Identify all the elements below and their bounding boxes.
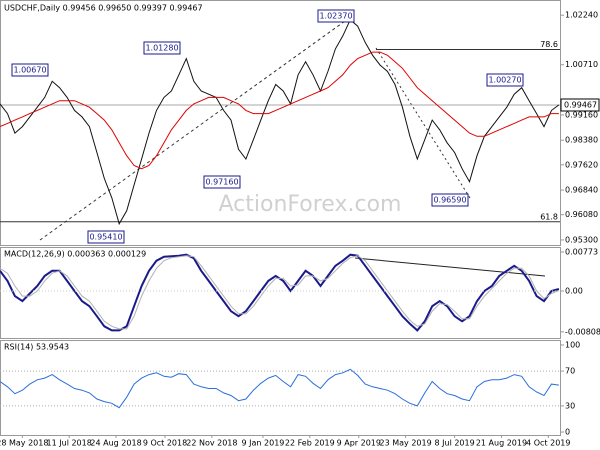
fib-level-label: 61.8 (540, 212, 558, 221)
series-line (0, 368, 559, 409)
macd-title: MACD(12,26,9) 0.000363 0.000129 (4, 250, 146, 259)
annotation-box (87, 230, 125, 244)
x-tick-label: 23 May 2019 (380, 439, 432, 448)
y-tick-label: 0.95300 (565, 235, 598, 244)
x-tick-label: 9 Oct 2018 (143, 439, 187, 448)
series-line (0, 18, 560, 226)
price-panel (0, 0, 561, 246)
chart-title: USDCHF,Daily 0.99456 0.99650 0.99397 0.9… (4, 4, 203, 13)
y-tick-label: 0.96840 (565, 186, 598, 195)
macd-trend-line (354, 257, 546, 277)
annotation-box (143, 41, 181, 55)
current-price-box (560, 98, 600, 112)
y-tick-label: 1.02240 (565, 11, 598, 20)
annotation: 0.97160 (205, 178, 238, 187)
y-tick-label: 0.98380 (565, 136, 598, 145)
series-line (0, 51, 559, 170)
fib-level-label: 78.6 (540, 40, 558, 49)
y-tick-label: 100 (565, 340, 580, 349)
x-tick-label: 21 Aug 2019 (476, 439, 527, 448)
x-tick-label: 22 Feb 2019 (285, 439, 335, 448)
macd-panel (0, 247, 561, 339)
y-tick-label: -0.008087 (565, 327, 600, 336)
y-tick-label: 0.00 (565, 287, 583, 296)
trend-line (39, 15, 353, 241)
rsi-title: RSI(14) 53.9543 (4, 343, 69, 352)
x-tick-label: 4 Oct 2019 (526, 439, 570, 448)
y-tick-label: 0.99160 (565, 110, 598, 119)
annotation: 1.02370 (319, 12, 352, 21)
rsi-panel (0, 340, 561, 436)
y-tick-label: 0 (565, 428, 570, 437)
y-tick-label: 30 (565, 401, 575, 410)
annotation-box (317, 9, 355, 23)
x-tick-label: 8 Jul 2019 (435, 439, 475, 448)
x-tick-label: 9 Jan 2019 (242, 439, 285, 448)
current-price-label: 0.99467 (564, 100, 597, 109)
x-tick-label: 9 Apr 2019 (337, 439, 381, 448)
y-tick-label: 0.97620 (565, 160, 598, 169)
annotation: 0.95410 (89, 233, 122, 242)
annotation-box (486, 73, 524, 87)
y-tick-label: 1.00710 (565, 60, 598, 69)
x-tick-label: 28 May 2018 (0, 439, 48, 448)
annotation: 1.00670 (13, 66, 46, 75)
y-tick-label: 0.96080 (565, 210, 598, 219)
y-tick-label: 70 (565, 367, 575, 376)
annotation-box (203, 175, 241, 189)
annotation: 1.00270 (488, 76, 521, 85)
annotation-box (431, 193, 469, 207)
annotation: 0.96590 (433, 196, 466, 205)
x-tick-label: 11 Jul 2018 (47, 439, 92, 448)
x-tick-label: 22 Nov 2018 (186, 439, 237, 448)
y-tick-label: 0.00773 (565, 247, 598, 256)
annotation: 1.01280 (145, 44, 178, 53)
watermark: ActionForex.com (219, 192, 402, 217)
annotation-box (11, 63, 49, 77)
series-line (0, 255, 560, 330)
x-tick-label: 24 Aug 2018 (90, 439, 141, 448)
